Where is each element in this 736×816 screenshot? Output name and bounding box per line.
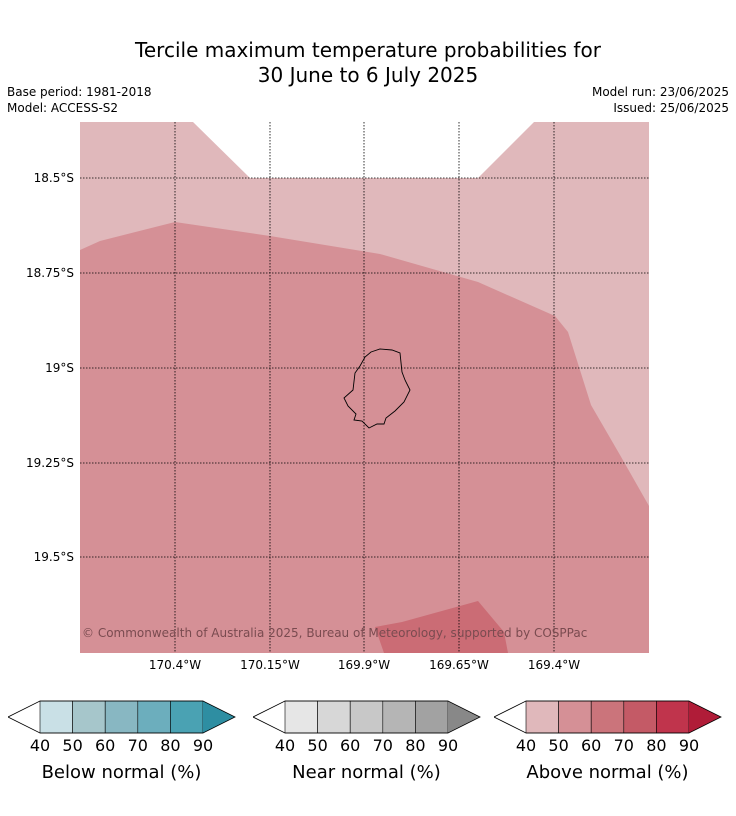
colorbar-segment [349,700,384,734]
map-title: Tercile maximum temperature probabilitie… [0,38,736,88]
island-outline [343,348,411,429]
colorbar-segment [525,700,559,734]
colorbar-tick-label: 90 [437,736,459,755]
map-canvas [80,122,649,653]
title-line-2: 30 June to 6 July 2025 [257,63,479,87]
colorbar-svg [494,700,722,734]
colorbar-outline [8,700,236,734]
colorbar-tick-label: 80 [160,736,181,755]
colorbar-svg [253,700,481,734]
lat-label: 19°S [45,361,74,375]
colorbar-segment [317,700,351,734]
model-run: Model run: 23/06/2025 [591,85,729,99]
base-period: Base period: 1981-2018 [7,85,152,99]
colorbar-tick-label: 60 [95,736,116,755]
colorbar-title: Above normal (%) [526,762,689,783]
colorbar-tick-label: 80 [405,736,426,755]
lon-label: 169.65°W [429,658,489,672]
colorbar-svg [8,700,236,734]
lat-label: 18.5°S [33,171,74,185]
colorbar-tick-label: 80 [646,736,667,755]
colorbar-outline [253,700,481,734]
colorbar-segment [382,700,416,734]
colorbar-segment [72,700,106,734]
colorbar-segment [590,700,625,734]
colorbar-tick-label: 40 [29,736,51,755]
colorbar-tick-label: 70 [613,736,634,755]
colorbar-tick-label: 50 [548,736,569,755]
lon-label: 169.9°W [337,658,391,672]
colorbar-title: Near normal (%) [292,762,441,783]
colorbar-segment [137,700,171,734]
copyright-notice: © Commonwealth of Australia 2025, Bureau… [82,626,588,640]
colorbar [494,700,736,736]
lat-label: 19.5°S [33,550,74,564]
above-60-70-region [375,601,508,653]
colorbar-segment [39,700,73,734]
lon-label: 170.15°W [240,658,300,672]
colorbar [253,700,515,736]
colorbar-tick-label: 90 [678,736,700,755]
colorbar-segment [558,700,592,734]
colorbar [8,700,270,736]
model-name: Model: ACCESS-S2 [7,101,119,115]
lon-label: 170.4°W [148,658,202,672]
colorbar-tick-label: 90 [192,736,214,755]
colorbar-segment [656,700,690,734]
issued-date: Issued: 25/06/2025 [613,101,729,115]
lon-label: 169.4°W [527,658,581,672]
title-line-1: Tercile maximum temperature probabilitie… [135,38,601,62]
colorbar-extend-low [494,701,526,733]
colorbar-extend-low [253,701,285,733]
lat-label: 18.75°S [26,266,74,280]
colorbar-tick-label: 40 [274,736,296,755]
meta-right: Model run: 23/06/2025 Issued: 25/06/2025 [592,84,729,116]
colorbar-extend-high [689,701,721,733]
colorbar-tick-label: 60 [340,736,361,755]
above-50-60-region [80,222,649,653]
colorbar-segment [415,700,449,734]
colorbar-outline [494,700,722,734]
colorbar-segment [623,700,657,734]
colorbar-tick-label: 40 [515,736,537,755]
colorbar-segment [170,700,204,734]
colorbar-tick-label: 70 [127,736,148,755]
meta-left: Base period: 1981-2018 Model: ACCESS-S2 [7,84,152,116]
colorbar-segment [104,700,139,734]
colorbar-segment [284,700,318,734]
colorbar-extend-high [448,701,480,733]
colorbar-extend-low [8,701,40,733]
lat-label: 19.25°S [26,456,74,470]
colorbar-extend-high [203,701,235,733]
colorbar-tick-label: 70 [372,736,393,755]
colorbar-tick-label: 50 [307,736,328,755]
colorbar-title: Below normal (%) [41,762,202,783]
colorbar-tick-label: 60 [581,736,602,755]
colorbar-tick-label: 50 [62,736,83,755]
graticule [80,122,649,653]
